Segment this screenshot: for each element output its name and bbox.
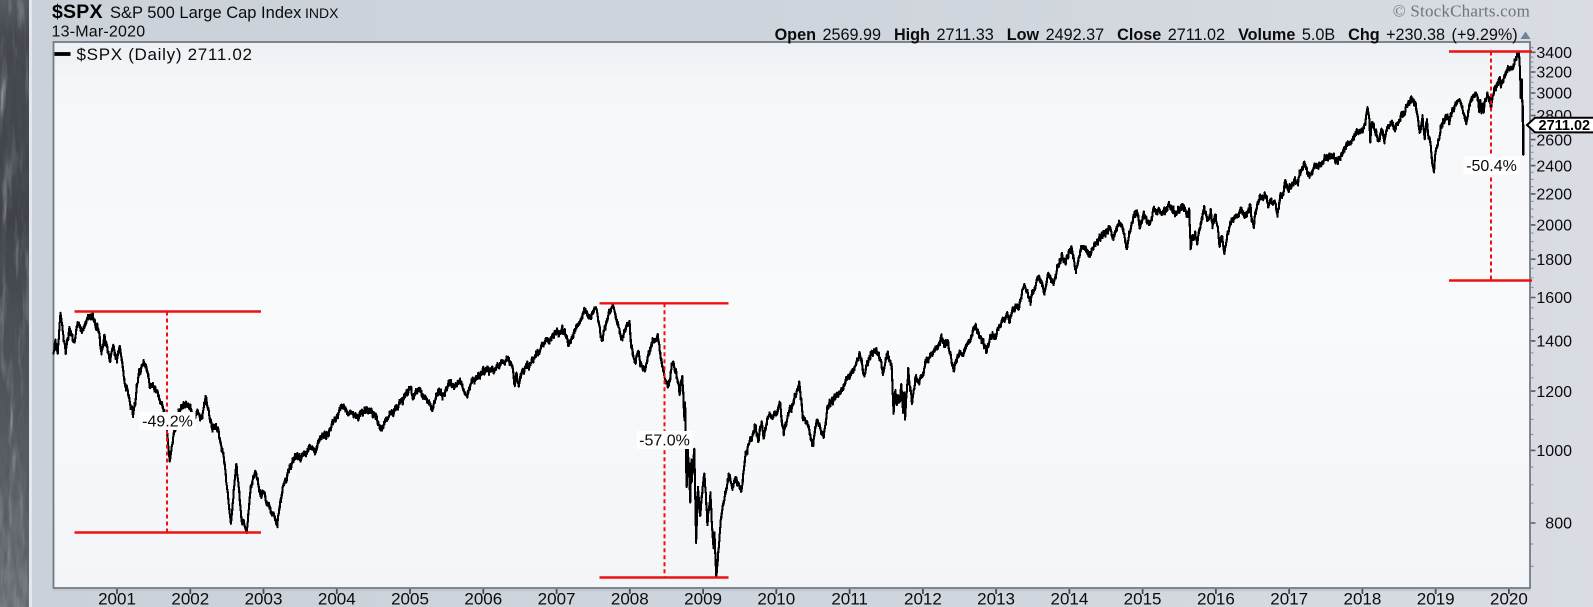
svg-text:2003: 2003: [245, 590, 283, 607]
svg-text:2015: 2015: [1124, 590, 1162, 607]
svg-text:2020: 2020: [1490, 590, 1528, 607]
svg-text:2016: 2016: [1197, 590, 1235, 607]
svg-text:1800: 1800: [1536, 252, 1572, 269]
svg-text:2019: 2019: [1417, 590, 1455, 607]
svg-text:-49.2%: -49.2%: [142, 414, 193, 431]
svg-text:2008: 2008: [611, 590, 649, 607]
svg-text:3400: 3400: [1536, 45, 1572, 62]
svg-text:2013: 2013: [977, 590, 1015, 607]
svg-text:2011: 2011: [831, 590, 868, 607]
svg-text:2014: 2014: [1050, 590, 1088, 607]
svg-text:2012: 2012: [904, 590, 942, 607]
svg-text:$SPX: $SPX: [52, 1, 103, 23]
svg-text:2010: 2010: [757, 590, 795, 607]
svg-text:2711.02: 2711.02: [1539, 118, 1591, 134]
svg-text:2600: 2600: [1536, 132, 1572, 149]
svg-text:1200: 1200: [1536, 384, 1572, 401]
svg-text:2006: 2006: [464, 590, 502, 607]
svg-text:1000: 1000: [1536, 443, 1572, 460]
svg-text:2018: 2018: [1343, 590, 1381, 607]
svg-text:Open 2569.99 High 2711.33 Lo: Open 2569.99 High 2711.33 Low 2492.37 Cl…: [775, 26, 1518, 44]
svg-text:800: 800: [1545, 516, 1572, 533]
svg-text:-50.4%: -50.4%: [1466, 158, 1517, 175]
svg-text:2017: 2017: [1270, 590, 1308, 607]
svg-text:1600: 1600: [1536, 290, 1572, 307]
svg-text:INDX: INDX: [305, 5, 339, 21]
svg-text:2004: 2004: [318, 590, 356, 607]
svg-text:3200: 3200: [1536, 65, 1572, 82]
svg-text:2000: 2000: [1536, 218, 1572, 235]
svg-text:2005: 2005: [391, 590, 429, 607]
svg-text:3000: 3000: [1536, 86, 1572, 103]
svg-text:2400: 2400: [1536, 158, 1572, 175]
svg-text:-57.0%: -57.0%: [639, 433, 690, 450]
svg-text:1400: 1400: [1536, 334, 1572, 351]
svg-text:2009: 2009: [684, 590, 722, 607]
svg-text:$SPX (Daily) 2711.02: $SPX (Daily) 2711.02: [77, 45, 253, 64]
svg-text:S&P 500 Large Cap Index: S&P 500 Large Cap Index: [110, 4, 302, 22]
svg-text:2001: 2001: [98, 590, 136, 607]
svg-text:2002: 2002: [171, 590, 209, 607]
svg-text:13-Mar-2020: 13-Mar-2020: [52, 24, 146, 41]
svg-text:© StockCharts.com: © StockCharts.com: [1393, 1, 1530, 20]
svg-text:2200: 2200: [1536, 187, 1572, 204]
svg-text:2007: 2007: [538, 590, 576, 607]
